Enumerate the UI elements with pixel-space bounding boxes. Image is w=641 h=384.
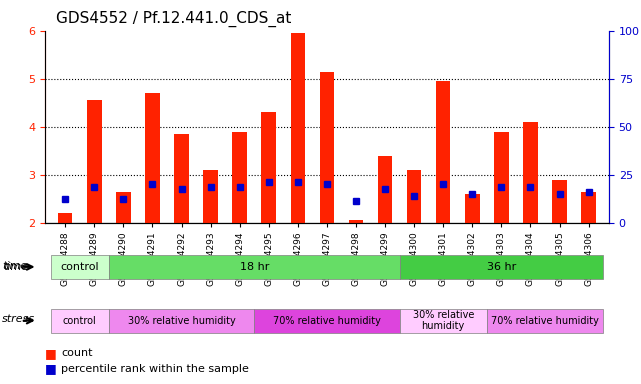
Bar	[553, 180, 567, 223]
Bar	[581, 192, 596, 223]
Bar	[87, 100, 101, 223]
Text: 30% relative humidity: 30% relative humidity	[128, 316, 235, 326]
Bar	[233, 131, 247, 223]
Text: count: count	[61, 348, 92, 358]
Text: 70% relative humidity: 70% relative humidity	[491, 316, 599, 326]
Bar	[203, 170, 218, 223]
FancyBboxPatch shape	[399, 309, 487, 333]
Bar	[407, 170, 421, 223]
FancyBboxPatch shape	[109, 309, 254, 333]
Text: control: control	[63, 316, 97, 326]
Text: 30% relative
humidity: 30% relative humidity	[413, 310, 474, 331]
Bar	[465, 194, 479, 223]
FancyBboxPatch shape	[399, 255, 603, 279]
Text: GDS4552 / Pf.12.441.0_CDS_at: GDS4552 / Pf.12.441.0_CDS_at	[56, 10, 292, 26]
Bar	[262, 113, 276, 223]
FancyBboxPatch shape	[109, 255, 399, 279]
Bar	[436, 81, 451, 223]
Text: ■: ■	[45, 347, 56, 360]
Text: 70% relative humidity: 70% relative humidity	[273, 316, 381, 326]
FancyBboxPatch shape	[254, 309, 399, 333]
Text: time: time	[3, 262, 28, 272]
Bar	[174, 134, 189, 223]
Bar	[145, 93, 160, 223]
Bar	[494, 131, 509, 223]
Bar	[320, 71, 334, 223]
Text: stress: stress	[2, 314, 35, 324]
Bar	[523, 122, 538, 223]
Text: 18 hr: 18 hr	[240, 262, 269, 272]
Text: percentile rank within the sample: percentile rank within the sample	[61, 364, 249, 374]
FancyBboxPatch shape	[487, 309, 603, 333]
Text: control: control	[60, 262, 99, 272]
Text: 36 hr: 36 hr	[487, 262, 516, 272]
Bar	[378, 156, 392, 223]
Bar	[58, 213, 72, 223]
FancyBboxPatch shape	[51, 255, 109, 279]
FancyBboxPatch shape	[51, 309, 109, 333]
Text: time: time	[2, 260, 28, 271]
Text: ■: ■	[45, 362, 56, 375]
Bar	[116, 192, 131, 223]
Bar	[290, 33, 305, 223]
Bar	[349, 220, 363, 223]
